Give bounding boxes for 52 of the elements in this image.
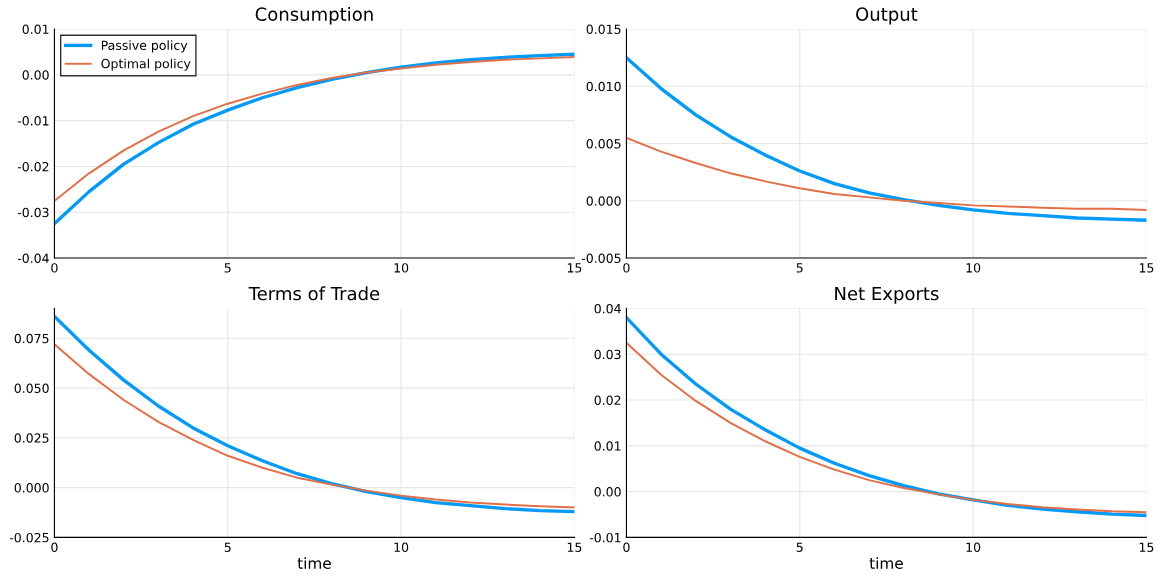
y-tick-label: -0.025 bbox=[9, 532, 49, 543]
y-tick-label: -0.04 bbox=[17, 253, 49, 263]
y-tick-label: 0.000 bbox=[14, 483, 49, 493]
x-tick-label: 0 bbox=[51, 263, 58, 273]
x-tick-label: 0 bbox=[623, 263, 630, 273]
y-tick-label: 0.02 bbox=[594, 395, 621, 405]
y-tick-label: 0.000 bbox=[586, 196, 621, 206]
x-tick-label: 5 bbox=[796, 542, 803, 552]
y-tick-label: -0.005 bbox=[581, 253, 621, 263]
x-tick-label: 10 bbox=[394, 542, 409, 552]
chart-title: Consumption bbox=[255, 7, 373, 25]
x-tick-label: 15 bbox=[1139, 263, 1154, 273]
y-tick-label: 0.01 bbox=[22, 24, 49, 34]
line-series bbox=[626, 136, 1147, 211]
x-tick-label: 10 bbox=[394, 263, 409, 273]
line-series bbox=[54, 343, 575, 509]
chart-title: Output bbox=[856, 7, 918, 25]
legend-label: Optimal policy bbox=[101, 58, 191, 71]
line-series bbox=[54, 52, 575, 226]
x-tick-label: 5 bbox=[224, 542, 231, 552]
y-tick-label: 0.005 bbox=[586, 139, 621, 149]
chart-title: Net Exports bbox=[835, 286, 939, 304]
y-tick-label: 0.025 bbox=[14, 433, 49, 443]
y-tick-label: 0.03 bbox=[594, 349, 621, 360]
x-tick-label: 15 bbox=[1139, 542, 1154, 552]
x-axis-title: time bbox=[297, 557, 331, 569]
line-series bbox=[54, 56, 575, 202]
y-tick-label: 0.010 bbox=[586, 81, 621, 92]
legend-label: Passive policy bbox=[101, 40, 188, 53]
line-series bbox=[626, 56, 1147, 222]
x-tick-label: 15 bbox=[567, 542, 582, 552]
x-axis-title: time bbox=[869, 557, 903, 569]
y-tick-label: 0.04 bbox=[594, 303, 621, 314]
x-tick-label: 0 bbox=[623, 542, 630, 552]
y-tick-label: -0.01 bbox=[589, 532, 621, 543]
x-tick-label: 5 bbox=[796, 263, 803, 273]
x-tick-label: 5 bbox=[224, 263, 231, 273]
y-tick-label: -0.02 bbox=[17, 161, 49, 172]
y-tick-label: 0.015 bbox=[586, 24, 621, 34]
y-tick-label: 0.050 bbox=[14, 383, 49, 394]
chart-title: Terms of Trade bbox=[248, 286, 380, 301]
y-tick-label: 0.00 bbox=[22, 70, 49, 80]
y-tick-label: -0.03 bbox=[17, 207, 49, 218]
y-tick-label: 0.075 bbox=[14, 333, 49, 344]
x-tick-label: 10 bbox=[966, 263, 981, 273]
line-series bbox=[54, 314, 575, 514]
x-tick-label: 15 bbox=[567, 263, 582, 273]
y-tick-label: 0.01 bbox=[594, 441, 621, 451]
x-tick-label: 10 bbox=[966, 542, 981, 552]
y-tick-label: 0.00 bbox=[594, 487, 621, 497]
x-tick-label: 0 bbox=[51, 542, 58, 552]
y-tick-label: -0.01 bbox=[17, 116, 49, 126]
